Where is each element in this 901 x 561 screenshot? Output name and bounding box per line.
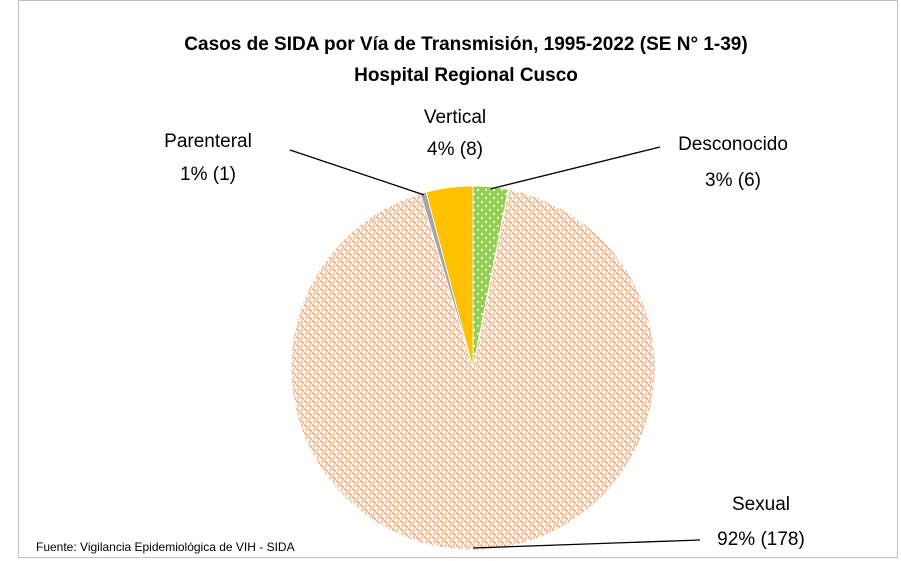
slice-value-label: 92% (178) (717, 529, 805, 550)
pie-slice (290, 188, 656, 551)
slice-category: Parenteral (164, 131, 252, 152)
leader-line (472, 539, 701, 549)
slice-value-label: 4% (8) (427, 139, 483, 160)
chart-subtitle: Hospital Regional Cusco (354, 65, 578, 86)
source-note: Fuente: Vigilancia Epidemiológica de VIH… (36, 540, 295, 554)
leader-line (490, 146, 661, 190)
slice-value-label: 3% (6) (705, 170, 761, 191)
slice-category: Sexual (732, 494, 790, 515)
chart-title: Casos de SIDA por Vía de Transmisión, 19… (184, 34, 747, 55)
leader-line (289, 149, 425, 196)
pie: Desconocido 3% (6) Sexual 92% (178) Parenter… (164, 107, 805, 551)
pie-slice (425, 185, 474, 369)
slice-category: Desconocido (678, 134, 788, 155)
slice-value-label: 1% (1) (180, 164, 236, 185)
slice-category: Vertical (424, 107, 486, 128)
